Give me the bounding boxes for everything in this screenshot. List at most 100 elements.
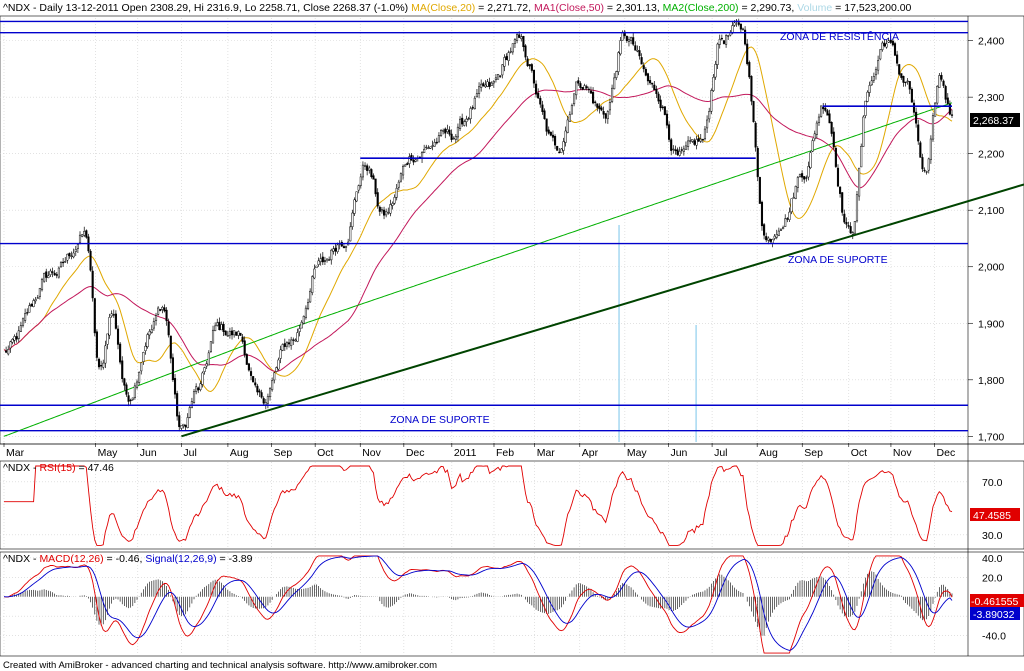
candle-body <box>106 333 109 345</box>
candle-body <box>427 147 430 150</box>
candle-body <box>801 173 804 178</box>
candle-body <box>518 34 521 38</box>
candle-body <box>893 43 897 56</box>
candle-body <box>805 177 808 179</box>
candle-body <box>684 145 688 150</box>
x-tick-label: Apr <box>582 447 599 459</box>
x-tick-label: Mar <box>537 447 556 459</box>
candle-body <box>62 261 65 264</box>
candle-body <box>589 90 593 94</box>
candle-body <box>931 115 935 140</box>
candle-body <box>211 329 215 344</box>
candle-body <box>585 86 588 89</box>
candle-body <box>195 386 198 392</box>
candle-body <box>708 111 711 120</box>
candle-body <box>38 287 41 297</box>
ma200-line <box>3 102 953 437</box>
candle-body <box>220 324 223 331</box>
candle-body <box>43 273 46 282</box>
candle-body <box>285 342 288 347</box>
candle-body <box>570 105 574 115</box>
candle-body <box>746 43 749 65</box>
candle-body <box>429 146 432 149</box>
candle-body <box>851 232 854 235</box>
candle-body <box>148 330 151 336</box>
candle-body <box>862 116 865 147</box>
candle-body <box>298 328 301 332</box>
candle-body <box>271 380 274 390</box>
candle-body <box>501 64 504 76</box>
candle-body <box>133 385 136 398</box>
candle-body <box>741 28 745 30</box>
candle-body <box>944 86 947 100</box>
candle-body <box>414 159 417 162</box>
header-part: Signal(12,26,9) <box>145 553 216 565</box>
axis-labels: Mar May Jun Jul Aug Sep Oct Nov Dec 2011 Feb Mar Apr… <box>0 36 1024 643</box>
candle-body <box>233 330 236 336</box>
candle-body <box>95 331 98 358</box>
candle-body <box>129 399 132 402</box>
candle-body <box>328 259 331 261</box>
candle-body <box>184 424 187 428</box>
candle-body <box>24 313 27 321</box>
candle-body <box>817 116 821 123</box>
candle-body <box>209 341 212 352</box>
candle-body <box>528 64 531 67</box>
price-tick-label: 2,200 <box>978 149 1004 161</box>
candle-body <box>376 192 379 207</box>
candle-body <box>480 83 483 88</box>
candle-body <box>313 268 316 279</box>
candle-body <box>748 62 751 78</box>
candle-body <box>490 82 493 86</box>
candle-body <box>342 246 345 249</box>
candle-body <box>114 313 117 329</box>
candle-body <box>207 352 210 366</box>
candle-body <box>304 307 307 318</box>
candle-body <box>919 142 922 158</box>
candle-body <box>651 82 654 85</box>
candle-body <box>900 73 903 78</box>
candle-body <box>165 309 168 322</box>
candle-body <box>573 93 576 105</box>
candle-body <box>325 258 329 261</box>
candle-body <box>321 256 324 263</box>
candle-body <box>676 149 679 155</box>
candle-body <box>822 106 825 110</box>
candle-body <box>511 43 514 53</box>
candle-body <box>600 107 603 111</box>
candle-body <box>543 110 546 119</box>
candle-body <box>76 244 79 249</box>
macd-line <box>3 555 953 654</box>
candle-body <box>89 250 92 271</box>
candle-body <box>205 363 208 367</box>
rsi-panel-title: ^NDX - RSI(15) = 47.46 <box>3 462 114 474</box>
candle-body <box>866 91 869 102</box>
candle-body <box>608 102 612 111</box>
candle-body <box>142 352 145 362</box>
candle-body <box>334 247 337 252</box>
candle-body <box>131 397 134 400</box>
candle-body <box>594 101 597 103</box>
candle-body <box>119 343 122 363</box>
candle-body <box>556 145 559 151</box>
candle-body <box>157 307 160 315</box>
candle-body <box>665 113 669 126</box>
candle-body <box>53 272 56 276</box>
header-part: = -0.46, <box>104 553 146 565</box>
candle-body <box>526 58 529 66</box>
rsi-line <box>4 465 953 546</box>
candle-body <box>351 212 354 227</box>
candle-body <box>21 318 25 326</box>
rsi-panel <box>0 460 1024 550</box>
candle-body <box>72 252 75 258</box>
candle-body <box>471 107 474 109</box>
candle-body <box>216 322 219 326</box>
candle-body <box>256 385 259 393</box>
candle-body <box>788 211 791 220</box>
candle-body <box>275 367 278 372</box>
candle-body <box>150 329 153 333</box>
candle-body <box>378 206 381 212</box>
candle-body <box>93 298 96 334</box>
candle-body <box>936 86 939 104</box>
